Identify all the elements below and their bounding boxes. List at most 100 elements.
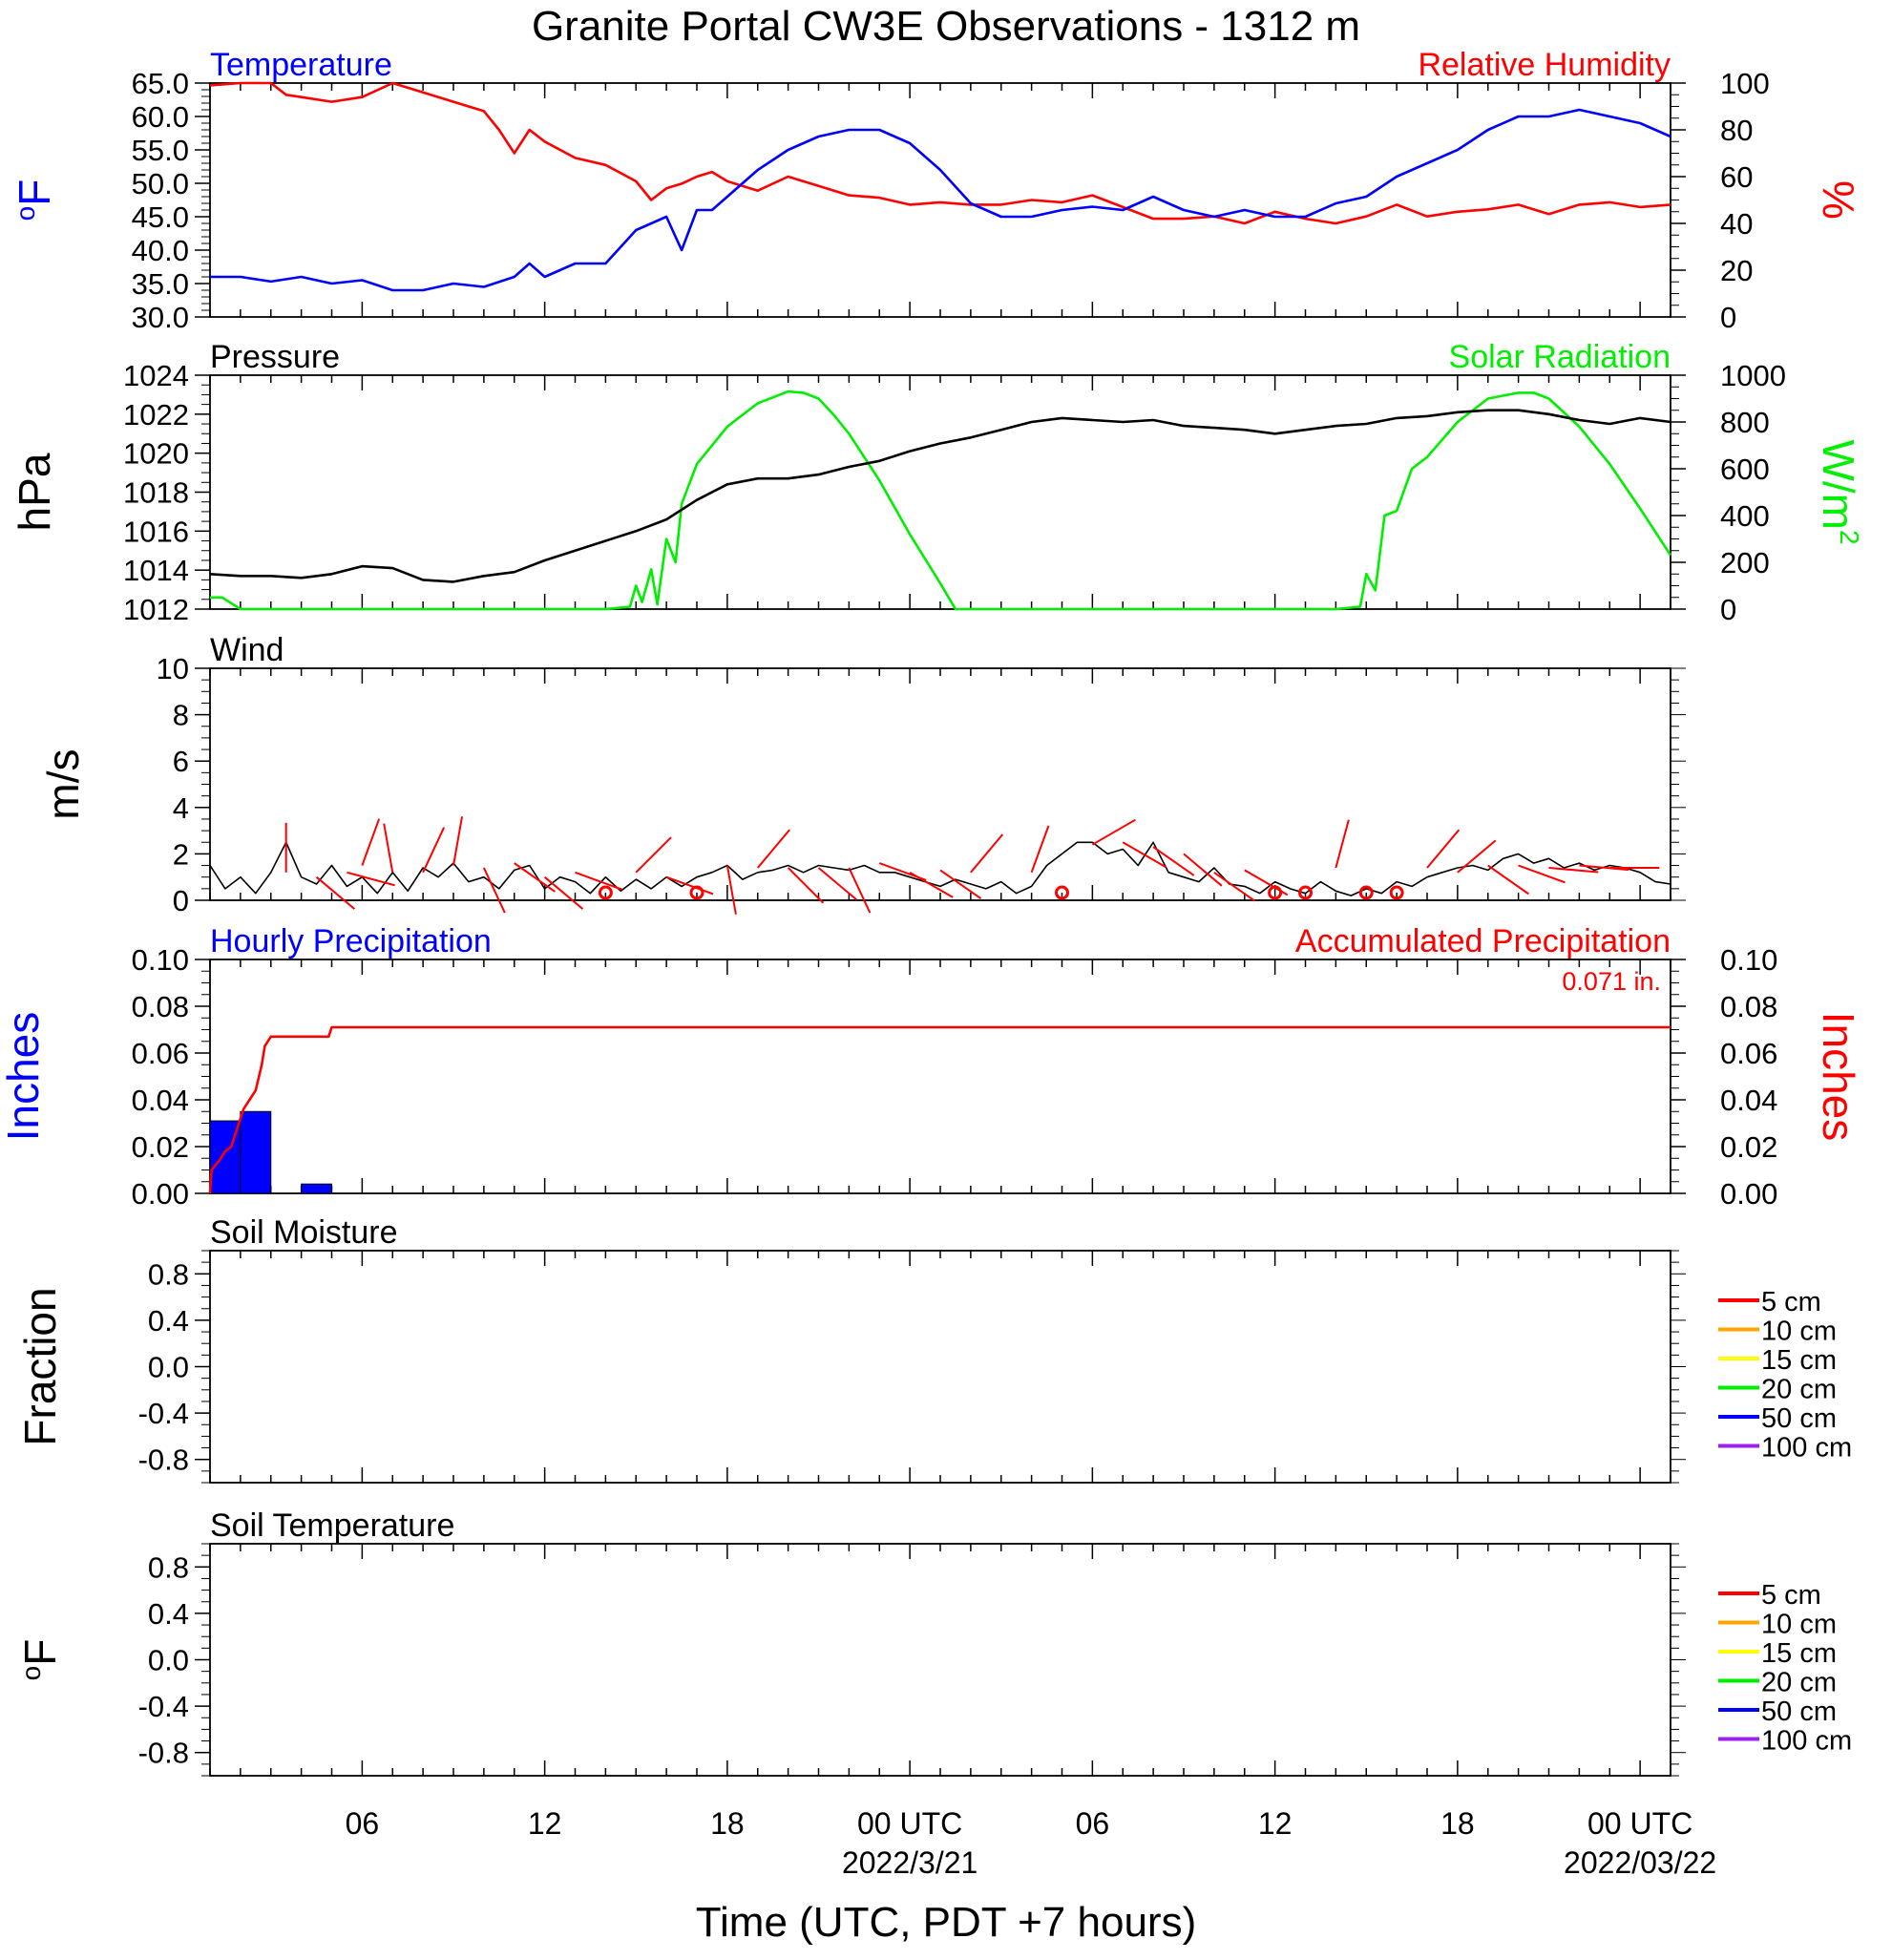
y-tick-label: 0.0 [148,1351,189,1384]
legend-label: 100 cm [1761,1726,1852,1757]
wind-barb [787,867,825,904]
soil-units: oF [15,1639,65,1681]
y-tick-label: 1012 [123,593,189,626]
wind-calm-marker [1298,885,1313,900]
wind-barb [315,875,356,910]
wind-barb [1548,866,1599,874]
y-tick-label-right: 0 [1720,301,1736,334]
wind-barb [939,869,982,900]
y-tick-label: 45.0 [132,200,189,234]
panel-temperature-rh: 30.035.040.045.050.055.060.065.0 0 20 40 60 8… [10,47,1863,334]
y-tick-label-right: 200 [1720,546,1770,580]
y-tick-label-right: 40 [1720,207,1753,241]
rh-line [209,81,1671,225]
panels: 30.035.040.045.050.055.060.065.002040608… [0,47,1864,1880]
y-tick-label: 55.0 [132,134,189,167]
wind-barb [1183,853,1223,887]
y-tick-label: 60.0 [132,100,189,134]
panel-soil-moisture: -0.8 -0.4 0.0 0.4 0.8 Soil Moisture Fraction 5 … [15,1214,1852,1484]
wind-barb [361,818,381,866]
y-tick-label: -0.4 [138,1397,189,1430]
wind-calm-marker [1358,885,1374,900]
y-tick-label-right: 0.10 [1720,943,1777,977]
x-date-label: 2022/3/21 [842,1845,978,1880]
wind-barb [1213,872,1256,902]
wind-label: Wind [210,632,284,668]
wind-barb [909,871,954,898]
legend-label: 10 cm [1761,1610,1837,1640]
y-tick-label: 50.0 [132,167,189,200]
y-tick-label: 0.02 [132,1130,189,1164]
wind-calm-marker [598,885,613,900]
soil-panel-label: Soil Temperature [210,1507,454,1544]
y-tick-label: 30.0 [132,301,189,334]
y-tick-label-right: 0.06 [1720,1037,1777,1070]
y-tick-label: 1020 [123,437,189,471]
x-tick-label: 12 [528,1806,562,1841]
y-tick-label: 1014 [123,554,189,587]
y-tick-label: 1024 [123,359,189,392]
wind-barb [1579,864,1629,872]
x-axis: 06 12 18 00 UTC 2022/3/21 06 12 18 00 UTC 2022/03… [346,1806,1717,1880]
wind-barb [1091,818,1136,846]
accum-precip-label: Accumulated Precipitation [1295,923,1671,959]
x-tick-label: 06 [1076,1806,1110,1841]
y-tick-label: 1022 [123,398,189,432]
y-tick-label-right: 600 [1720,453,1770,486]
precip-units-right: Inches [1814,1012,1863,1142]
wind-units: m/s [38,748,88,819]
temperature-line [210,108,1671,292]
pressure-units: hPa [10,453,59,531]
y-tick-label-right: 0.04 [1720,1084,1777,1117]
wind-barb [1335,819,1350,869]
y-tick-label: -0.8 [138,1444,189,1477]
legend-label: 10 cm [1761,1317,1837,1347]
soil-units: Fraction [15,1287,65,1445]
wind-barb [383,823,394,874]
y-tick-label-right: 1000 [1720,359,1786,392]
y-tick-label-right: 60 [1720,160,1753,194]
y-tick-label: 0.00 [132,1177,189,1211]
temperature-label: Temperature [210,47,392,83]
wind-barb [1030,825,1050,874]
wind-barb [482,867,506,914]
solar-units: W/m2 [1814,439,1864,544]
legend-label: 50 cm [1761,1697,1837,1727]
x-tick-label: 00 UTC [1587,1806,1692,1841]
y-tick-label: -0.8 [138,1737,189,1770]
plot-frame [209,959,1671,1194]
y-tick-label: 0.0 [148,1644,189,1677]
x-tick-label: 12 [1258,1806,1293,1841]
panel-wind: 0 2 4 6 8 10 Wind m/s [38,632,1686,917]
y-tick-label-right: 400 [1720,499,1770,533]
y-tick-label: 0.8 [148,1257,189,1291]
x-date-label: 2022/03/22 [1564,1845,1716,1880]
legend-label: 100 cm [1761,1433,1852,1464]
wind-barb [1518,864,1566,884]
y-tick-label-right: 800 [1720,406,1770,439]
wind-barb [848,867,872,914]
x-axis-label: Time (UTC, PDT +7 hours) [696,1899,1196,1946]
solar-line [210,390,1672,611]
wind-barb [514,862,556,893]
soil-panel-label: Soil Moisture [210,1214,398,1251]
y-tick-label: 10 [157,652,189,685]
legend-label: 50 cm [1761,1403,1837,1434]
y-tick-label: 0.4 [148,1304,189,1338]
wind-barb [1487,864,1529,896]
wind-calm-marker [1389,885,1404,900]
y-tick-label: 35.0 [132,267,189,301]
y-tick-label-right: 0 [1720,593,1736,626]
wind-barb [817,867,857,901]
y-tick-label: 0.10 [132,943,189,977]
y-tick-label: 8 [173,699,189,732]
y-tick-label: 0 [173,884,189,917]
y-tick-label-right: 0.02 [1720,1130,1777,1164]
rh-label: Relative Humidity [1418,47,1671,83]
plot-frame [209,667,1671,901]
wind-barb [1122,841,1167,869]
x-tick-label: 00 UTC [857,1806,962,1841]
plot-frame [209,82,1671,318]
